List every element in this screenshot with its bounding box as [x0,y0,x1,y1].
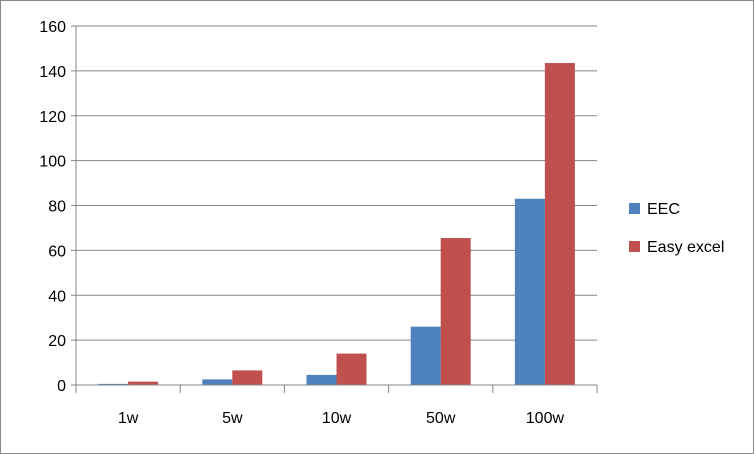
bars [98,63,575,385]
x-tick-label: 100w [526,410,565,427]
legend-label: Easy excel [647,239,724,256]
bar-easy-excel-100w [544,63,575,385]
y-tick-label: 100 [39,154,66,171]
bar-easy-excel-5w [232,370,263,385]
bar-easy-excel-1w [128,381,159,385]
bar-easy-excel-50w [440,238,471,385]
bar-eec-5w [202,379,233,385]
y-tick-label: 20 [48,333,66,350]
legend-swatch [629,241,640,252]
legend-label: EEC [647,201,680,218]
legend: EEC Easy excel [629,201,724,256]
x-tick-label: 1w [118,410,139,427]
y-tick-label: 80 [48,199,66,216]
y-tick-labels: 0 20 40 60 80 100 120 140 160 [39,19,66,395]
x-tick-label: 50w [426,410,456,427]
bar-eec-50w [410,326,441,385]
axes [71,25,598,393]
y-tick-label: 40 [48,288,66,305]
y-tick-label: 140 [39,64,66,81]
bar-eec-10w [306,374,337,385]
bar-eec-100w [514,198,545,385]
y-tick-label: 160 [39,19,66,36]
x-tick-label: 10w [322,410,352,427]
gridlines [76,25,597,341]
y-tick-label: 60 [48,243,66,260]
y-tick-label: 0 [57,378,66,395]
y-tick-label: 120 [39,109,66,126]
x-tick-label: 5w [222,410,243,427]
x-tick-labels: 1w 5w 10w 50w 100w [118,410,565,427]
legend-swatch [629,203,640,214]
bar-eec-1w [98,383,129,385]
bar-easy-excel-10w [336,353,367,385]
